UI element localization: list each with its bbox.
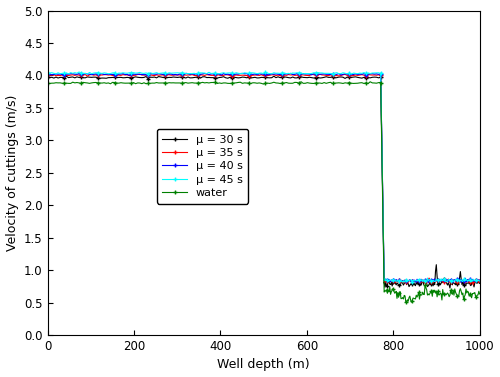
μ = 30 s	[409, 282, 415, 286]
μ = 45 s	[44, 71, 51, 75]
μ = 35 s	[350, 73, 356, 78]
water	[44, 81, 51, 86]
water	[298, 80, 304, 84]
μ = 45 s	[76, 70, 82, 74]
μ = 30 s	[145, 77, 151, 81]
μ = 45 s	[476, 279, 482, 283]
water	[410, 296, 416, 300]
μ = 35 s	[470, 282, 476, 287]
μ = 40 s	[145, 73, 151, 77]
μ = 35 s	[392, 280, 398, 285]
μ = 30 s	[476, 281, 482, 286]
water	[350, 81, 356, 86]
Line: water: water	[45, 79, 482, 305]
μ = 35 s	[438, 278, 444, 282]
μ = 30 s	[392, 281, 398, 286]
Y-axis label: Velocity of cuttings (m/s): Velocity of cuttings (m/s)	[6, 95, 18, 251]
water	[476, 292, 482, 296]
water	[145, 81, 151, 86]
μ = 45 s	[350, 71, 356, 75]
μ = 40 s	[439, 277, 445, 282]
X-axis label: Well depth (m): Well depth (m)	[218, 359, 310, 371]
μ = 35 s	[137, 72, 143, 77]
μ = 40 s	[392, 278, 398, 283]
μ = 40 s	[426, 280, 432, 285]
μ = 30 s	[447, 286, 453, 290]
μ = 45 s	[410, 278, 416, 282]
water	[404, 300, 409, 305]
water	[439, 298, 445, 302]
μ = 35 s	[409, 279, 415, 283]
μ = 40 s	[409, 279, 415, 283]
μ = 30 s	[438, 281, 444, 285]
μ = 45 s	[148, 70, 154, 75]
μ = 45 s	[319, 71, 325, 75]
μ = 35 s	[148, 72, 154, 77]
μ = 30 s	[44, 75, 51, 80]
μ = 40 s	[350, 72, 356, 77]
Line: μ = 40 s: μ = 40 s	[45, 71, 482, 285]
μ = 45 s	[439, 279, 445, 283]
μ = 35 s	[44, 73, 51, 78]
μ = 30 s	[350, 75, 356, 80]
μ = 45 s	[409, 280, 415, 285]
Legend: μ = 30 s, μ = 35 s, μ = 40 s, μ = 45 s, water: μ = 30 s, μ = 35 s, μ = 40 s, μ = 45 s, …	[157, 129, 248, 204]
μ = 40 s	[319, 72, 325, 76]
μ = 40 s	[476, 279, 482, 283]
Line: μ = 45 s: μ = 45 s	[45, 70, 482, 285]
μ = 45 s	[392, 279, 398, 283]
μ = 30 s	[319, 75, 325, 80]
water	[392, 290, 398, 295]
Line: μ = 30 s: μ = 30 s	[45, 74, 482, 290]
μ = 35 s	[319, 73, 325, 77]
μ = 40 s	[183, 71, 189, 75]
Line: μ = 35 s: μ = 35 s	[45, 72, 482, 287]
μ = 30 s	[271, 74, 277, 78]
μ = 40 s	[44, 72, 51, 77]
water	[319, 81, 325, 86]
μ = 35 s	[476, 277, 482, 282]
